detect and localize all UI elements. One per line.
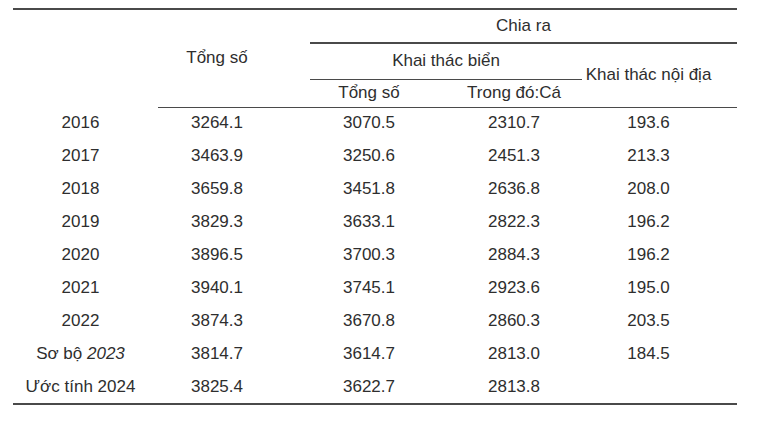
row-label: 2017: [13, 140, 158, 173]
cell-tong-so: 3829.3: [158, 206, 310, 239]
cell-khai-thac-noi-dia: 184.5: [582, 338, 737, 371]
row-label-text: 2018: [62, 179, 100, 198]
cell-khai-thac-noi-dia: 193.6: [582, 107, 737, 140]
cell-trong-do-ca: 2860.3: [446, 305, 582, 338]
cell-ktb-tong-so: 3250.6: [310, 140, 446, 173]
row-label-text: 2020: [62, 245, 100, 264]
column-header-ktb-tong-so: Tổng số: [310, 79, 446, 107]
cell-trong-do-ca: 2310.7: [446, 107, 582, 140]
cell-tong-so: 3264.1: [158, 107, 310, 140]
table-header: Tổng số Chia ra Khai thác biển Khai thác…: [13, 9, 737, 107]
header-row-1: Tổng số Chia ra: [13, 9, 737, 43]
cell-tong-so: 3940.1: [158, 272, 310, 305]
row-label-text: 2019: [62, 212, 100, 231]
statistics-table-page: Tổng số Chia ra Khai thác biển Khai thác…: [0, 0, 758, 424]
row-label-italic: 2023: [87, 344, 125, 363]
cell-khai-thac-noi-dia: [582, 371, 737, 404]
cell-tong-so: 3874.3: [158, 305, 310, 338]
column-header-khai-thac-noi-dia: Khai thác nội địa: [582, 43, 737, 107]
row-label: 2021: [13, 272, 158, 305]
cell-ktb-tong-so: 3622.7: [310, 371, 446, 404]
fisheries-catch-table: Tổng số Chia ra Khai thác biển Khai thác…: [13, 8, 737, 405]
row-label: 2018: [13, 173, 158, 206]
row-label-text: 2016: [62, 113, 100, 132]
cell-ktb-tong-so: 3745.1: [310, 272, 446, 305]
cell-trong-do-ca: 2923.6: [446, 272, 582, 305]
row-label-text: 2021: [62, 278, 100, 297]
column-group-chia-ra: Chia ra: [310, 9, 737, 43]
cell-tong-so: 3814.7: [158, 338, 310, 371]
cell-ktb-tong-so: 3070.5: [310, 107, 446, 140]
cell-ktb-tong-so: 3451.8: [310, 173, 446, 206]
table-row-so-bo-2023: Sơ bộ 2023 3814.7 3614.7 2813.0 184.5: [13, 338, 737, 371]
row-label: 2022: [13, 305, 158, 338]
row-label-text: Ước tính 2024: [26, 377, 136, 396]
cell-khai-thac-noi-dia: 203.5: [582, 305, 737, 338]
cell-trong-do-ca: 2451.3: [446, 140, 582, 173]
column-header-tong-so: Tổng số: [158, 9, 310, 107]
cell-trong-do-ca: 2822.3: [446, 206, 582, 239]
cell-ktb-tong-so: 3670.8: [310, 305, 446, 338]
cell-tong-so: 3659.8: [158, 173, 310, 206]
cell-ktb-tong-so: 3633.1: [310, 206, 446, 239]
row-label-text: 2022: [62, 311, 100, 330]
table-row-2016: 2016 3264.1 3070.5 2310.7 193.6: [13, 107, 737, 140]
cell-ktb-tong-so: 3614.7: [310, 338, 446, 371]
row-label: Sơ bộ 2023: [13, 338, 158, 371]
row-label-text: 2017: [62, 146, 100, 165]
cell-ktb-tong-so: 3700.3: [310, 239, 446, 272]
row-label: 2016: [13, 107, 158, 140]
table-row-2021: 2021 3940.1 3745.1 2923.6 195.0: [13, 272, 737, 305]
row-label: 2019: [13, 206, 158, 239]
cell-khai-thac-noi-dia: 195.0: [582, 272, 737, 305]
cell-tong-so: 3896.5: [158, 239, 310, 272]
cell-tong-so: 3463.9: [158, 140, 310, 173]
table-body: 2016 3264.1 3070.5 2310.7 193.6 2017 346…: [13, 107, 737, 404]
table-row-uoc-tinh-2024: Ước tính 2024 3825.4 3622.7 2813.8: [13, 371, 737, 404]
row-label: 2020: [13, 239, 158, 272]
cell-trong-do-ca: 2884.3: [446, 239, 582, 272]
table-row-2020: 2020 3896.5 3700.3 2884.3 196.2: [13, 239, 737, 272]
row-label-text: Sơ bộ: [36, 344, 87, 363]
row-label: Ước tính 2024: [13, 371, 158, 404]
column-group-khai-thac-bien: Khai thác biển: [310, 43, 582, 79]
table-row-2019: 2019 3829.3 3633.1 2822.3 196.2: [13, 206, 737, 239]
cell-trong-do-ca: 2813.0: [446, 338, 582, 371]
header-corner-cell: [13, 9, 158, 107]
cell-khai-thac-noi-dia: 208.0: [582, 173, 737, 206]
table-row-2018: 2018 3659.8 3451.8 2636.8 208.0: [13, 173, 737, 206]
cell-trong-do-ca: 2813.8: [446, 371, 582, 404]
cell-tong-so: 3825.4: [158, 371, 310, 404]
cell-khai-thac-noi-dia: 196.2: [582, 239, 737, 272]
table-row-2022: 2022 3874.3 3670.8 2860.3 203.5: [13, 305, 737, 338]
cell-khai-thac-noi-dia: 213.3: [582, 140, 737, 173]
table-row-2017: 2017 3463.9 3250.6 2451.3 213.3: [13, 140, 737, 173]
column-header-trong-do-ca: Trong đó:Cá: [446, 79, 582, 107]
cell-khai-thac-noi-dia: 196.2: [582, 206, 737, 239]
cell-trong-do-ca: 2636.8: [446, 173, 582, 206]
